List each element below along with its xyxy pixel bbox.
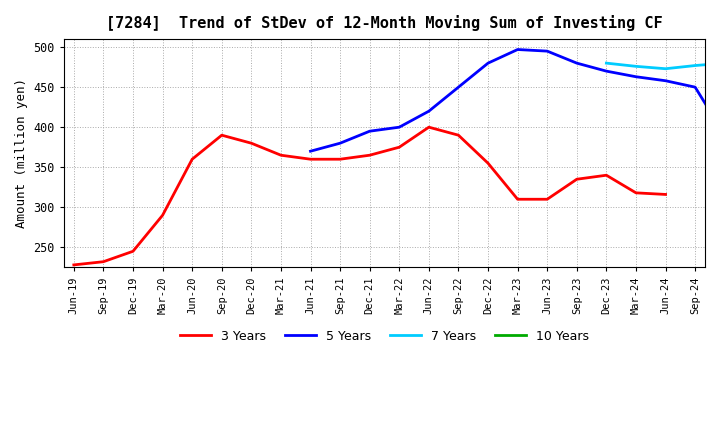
Legend: 3 Years, 5 Years, 7 Years, 10 Years: 3 Years, 5 Years, 7 Years, 10 Years xyxy=(175,325,594,348)
Y-axis label: Amount (million yen): Amount (million yen) xyxy=(15,78,28,228)
Title: [7284]  Trend of StDev of 12-Month Moving Sum of Investing CF: [7284] Trend of StDev of 12-Month Moving… xyxy=(106,15,663,31)
